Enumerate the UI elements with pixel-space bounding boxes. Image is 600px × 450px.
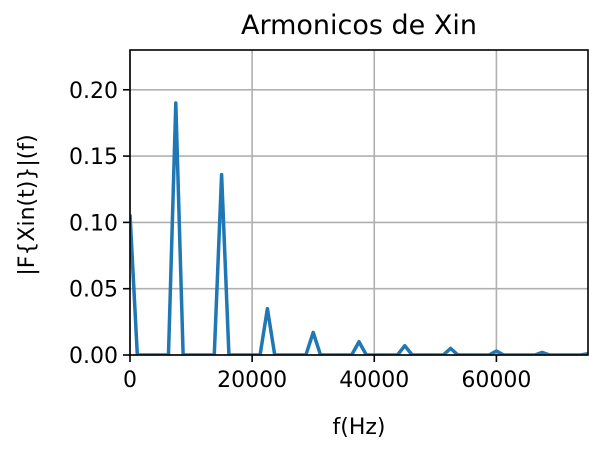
x-tick-label-1: 20000 xyxy=(217,368,287,393)
x-tick-label-0: 0 xyxy=(123,368,137,393)
y-tick-label-4: 0.20 xyxy=(69,79,118,104)
tick-labels: 0 20000 40000 60000 0.00 0.05 0.10 0.15 0.20 xyxy=(69,79,531,393)
y-tick-label-1: 0.05 xyxy=(69,278,118,303)
y-tick-label-3: 0.15 xyxy=(69,145,118,170)
x-tick-label-2: 40000 xyxy=(339,368,409,393)
x-tick-label-3: 60000 xyxy=(461,368,531,393)
y-tick-label-0: 0.00 xyxy=(69,344,118,369)
x-axis-label: f(Hz) xyxy=(332,415,385,440)
grid-lines xyxy=(129,50,588,356)
axes-frame xyxy=(129,49,589,356)
series-line-0 xyxy=(130,101,588,355)
y-tick-label-2: 0.10 xyxy=(69,211,118,236)
series-layer xyxy=(130,101,588,355)
tick-marks xyxy=(123,88,498,362)
chart-title: Armonicos de Xin xyxy=(241,10,477,41)
y-axis-label: |F{Xin(t)}|(f) xyxy=(15,134,40,275)
